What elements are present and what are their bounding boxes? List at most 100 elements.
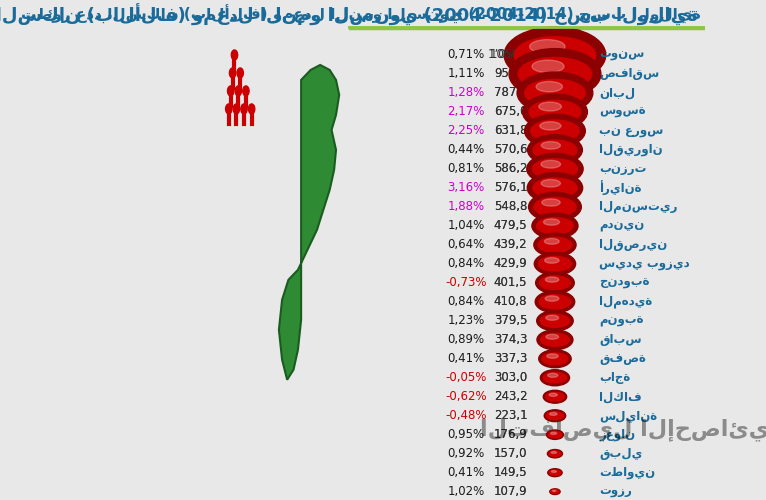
Text: 586,2: 586,2 (494, 162, 527, 175)
Ellipse shape (546, 412, 564, 420)
Text: القصرين: القصرين (599, 238, 668, 252)
Ellipse shape (533, 140, 577, 160)
Text: 176,9: 176,9 (493, 428, 528, 441)
Text: منوبة: منوبة (599, 314, 644, 328)
Text: 223,1: 223,1 (494, 409, 527, 422)
Text: 0,41%: 0,41% (447, 466, 485, 479)
Text: 0,44%: 0,44% (447, 144, 485, 156)
Text: 479,5: 479,5 (494, 220, 527, 232)
Text: تطور عدد السكان (بالألف) ومعدل النمو السنوي (2004-2014) حسب الولاية: تطور عدد السكان (بالألف) ومعدل النمو الس… (21, 4, 701, 24)
Ellipse shape (552, 452, 556, 454)
Text: 787,9: 787,9 (494, 86, 527, 100)
Text: 675,0: 675,0 (494, 106, 527, 118)
Text: 1,23%: 1,23% (447, 314, 485, 328)
Text: 631,8: 631,8 (494, 124, 527, 138)
Text: بن عروس: بن عروس (599, 124, 664, 138)
Text: 631,8: 631,8 (494, 124, 527, 138)
Text: 548,8: 548,8 (494, 200, 527, 213)
Text: 374,3: 374,3 (494, 334, 527, 346)
Ellipse shape (522, 94, 588, 130)
Text: تونس: تونس (599, 48, 645, 62)
Text: -0,73%: -0,73% (445, 276, 487, 289)
Text: 3,16%: 3,16% (447, 182, 485, 194)
Text: سيدي بوزيد: سيدي بوزيد (599, 258, 690, 270)
Ellipse shape (546, 316, 558, 320)
Text: -0,48%: -0,48% (445, 409, 487, 422)
Ellipse shape (538, 238, 572, 252)
Ellipse shape (549, 393, 558, 396)
Text: 176,9: 176,9 (493, 428, 528, 441)
Text: -0,62%: -0,62% (445, 390, 487, 403)
Circle shape (233, 104, 240, 114)
Text: 149,5: 149,5 (494, 466, 527, 479)
Circle shape (237, 68, 244, 78)
Text: مدنين: مدنين (599, 220, 645, 232)
Ellipse shape (528, 135, 582, 165)
Ellipse shape (546, 334, 558, 340)
Text: 410,8: 410,8 (494, 296, 527, 308)
Ellipse shape (525, 114, 585, 148)
Text: 2,25%: 2,25% (447, 124, 485, 138)
Text: 576,1: 576,1 (494, 182, 527, 194)
Text: 0,81%: 0,81% (447, 162, 485, 175)
Ellipse shape (540, 314, 570, 328)
Ellipse shape (539, 276, 571, 289)
Text: 787,9: 787,9 (494, 86, 527, 100)
Ellipse shape (545, 238, 559, 244)
Ellipse shape (532, 159, 578, 179)
Text: 955,4: 955,4 (494, 68, 527, 80)
Ellipse shape (527, 172, 583, 203)
Ellipse shape (538, 102, 561, 111)
Ellipse shape (551, 432, 557, 434)
Text: 2,17%: 2,17% (447, 106, 485, 118)
Ellipse shape (544, 410, 565, 422)
Text: 1,11%: 1,11% (447, 68, 485, 80)
Text: المنستير: المنستير (599, 200, 678, 213)
Text: 379,5: 379,5 (494, 314, 527, 328)
Circle shape (228, 86, 234, 96)
Ellipse shape (545, 296, 559, 302)
Text: 379,5: 379,5 (494, 314, 527, 328)
Text: باجة: باجة (599, 371, 630, 384)
Text: 955,4: 955,4 (494, 68, 527, 80)
Ellipse shape (514, 37, 595, 73)
Text: 0,89%: 0,89% (447, 334, 485, 346)
Circle shape (243, 86, 249, 96)
Ellipse shape (532, 60, 564, 72)
Ellipse shape (534, 198, 576, 216)
Ellipse shape (532, 213, 578, 238)
Ellipse shape (550, 489, 560, 494)
Ellipse shape (534, 233, 576, 256)
Text: 0,84%: 0,84% (447, 258, 485, 270)
Ellipse shape (543, 219, 559, 225)
Text: 0,41%: 0,41% (447, 352, 485, 366)
Text: 303,0: 303,0 (494, 371, 527, 384)
Ellipse shape (552, 490, 556, 492)
Ellipse shape (541, 334, 569, 346)
Ellipse shape (538, 256, 571, 271)
Text: 401,5: 401,5 (494, 276, 527, 289)
Text: 0,92%: 0,92% (447, 447, 485, 460)
Ellipse shape (529, 100, 581, 124)
Ellipse shape (546, 430, 564, 440)
Text: 0,71%: 0,71% (447, 48, 485, 62)
Ellipse shape (543, 390, 567, 403)
Text: 1056,2: 1056,2 (490, 48, 531, 62)
Ellipse shape (529, 192, 581, 222)
Text: 337,3: 337,3 (494, 352, 527, 366)
Ellipse shape (541, 180, 561, 187)
Text: 429,9: 429,9 (493, 258, 528, 270)
Text: 0,64%: 0,64% (447, 238, 485, 252)
Text: 107,9: 107,9 (494, 485, 527, 498)
Circle shape (231, 50, 237, 60)
Text: 223,1: 223,1 (494, 409, 527, 422)
Ellipse shape (545, 277, 559, 282)
Text: 429,9: 429,9 (493, 258, 528, 270)
Ellipse shape (545, 258, 559, 264)
Ellipse shape (538, 350, 571, 368)
Ellipse shape (535, 291, 574, 312)
Text: 410,8: 410,8 (494, 296, 527, 308)
Ellipse shape (509, 48, 601, 100)
Ellipse shape (535, 272, 574, 293)
Ellipse shape (540, 122, 561, 130)
